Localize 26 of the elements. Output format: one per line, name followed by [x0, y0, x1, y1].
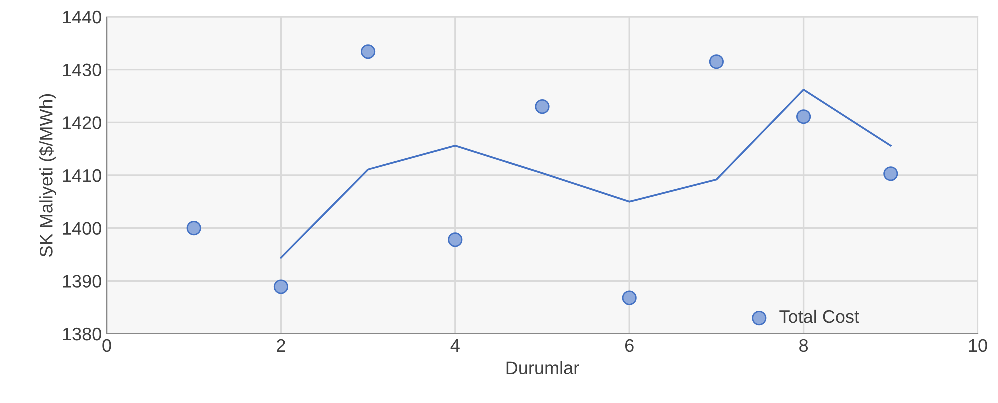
- point: [535, 100, 550, 114]
- point: [884, 166, 898, 182]
- point: [448, 232, 463, 248]
- x-tick-label: 6: [625, 339, 634, 352]
- x-tick-label: 0: [102, 339, 112, 352]
- y-tick-label: 1420: [63, 116, 102, 130]
- point: [274, 280, 288, 294]
- x-tick-label: 10: [969, 339, 988, 352]
- point: [709, 54, 724, 70]
- y-tick-label: 1400: [63, 222, 102, 236]
- x-tick-label: 2: [277, 339, 286, 352]
- x-axis-title: Durumlar: [506, 361, 580, 375]
- point: [361, 44, 376, 60]
- x-tick-label: 4: [450, 340, 460, 352]
- point: [622, 290, 637, 306]
- y-tick-label: 1440: [63, 10, 102, 24]
- y-tick-label: 1380: [63, 328, 102, 341]
- point: [186, 221, 202, 236]
- point: [796, 110, 812, 124]
- line-series: [280, 89, 892, 259]
- y-tick-label: 1410: [63, 169, 102, 182]
- x-tick-label: 8: [800, 339, 808, 352]
- y-tick-label: 1430: [63, 64, 102, 77]
- y-axis-title: SK Maliyeti ($/MWh): [39, 94, 56, 257]
- legend-label: Total Cost: [780, 310, 860, 324]
- y-tick-label: 1390: [63, 275, 102, 288]
